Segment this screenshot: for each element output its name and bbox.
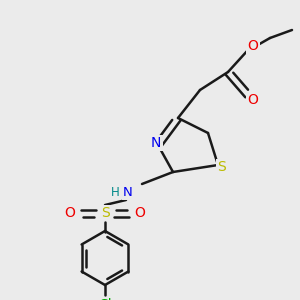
Text: Cl: Cl [98,298,112,300]
Text: O: O [248,39,258,53]
Text: O: O [135,206,146,220]
Text: O: O [64,206,75,220]
Text: S: S [218,160,226,174]
Text: N: N [123,185,133,199]
Text: S: S [100,206,109,220]
Text: O: O [248,93,258,107]
Text: H: H [111,185,119,199]
Text: N: N [151,136,161,150]
